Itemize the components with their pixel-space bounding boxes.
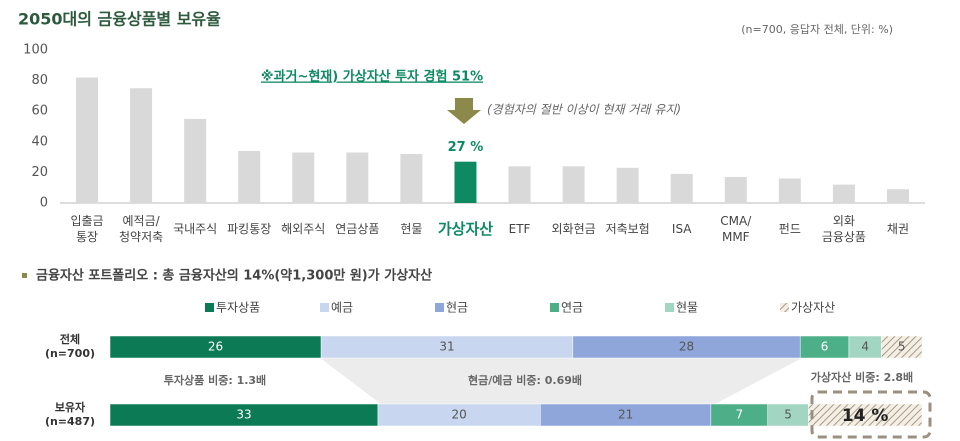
- x-tick-label: 외화현금: [552, 222, 596, 236]
- arrow: [447, 98, 481, 124]
- x-tick-label: 해외주식: [281, 222, 325, 236]
- x-tick-label: 예적금/청약저축: [119, 214, 163, 244]
- value-label: 4: [861, 340, 869, 354]
- legend-swatch: [550, 303, 559, 312]
- value-label: 31: [439, 340, 454, 354]
- annotation: 가상자산 비중: 2.8배: [811, 370, 913, 384]
- legend-swatch: [665, 303, 674, 312]
- value-label: 20: [452, 408, 467, 422]
- bar: [562, 166, 585, 203]
- y-tick-label: 80: [31, 73, 48, 88]
- bar-segment: [881, 335, 923, 359]
- bar: [238, 150, 261, 203]
- legend-swatch: [435, 303, 444, 312]
- value-label: 5: [784, 408, 792, 422]
- legend-label: 예금: [331, 301, 353, 315]
- note: (n=700, 응답자 전체, 단위: %): [741, 23, 893, 36]
- x-tick-label: 연금상품: [335, 222, 379, 236]
- x-tick-label: 입출금 통장: [70, 214, 103, 244]
- legend-swatch: [320, 303, 329, 312]
- value-label: 5: [898, 340, 906, 354]
- bar: [724, 176, 747, 203]
- y-tick-label: 보유자 (n=487): [45, 400, 95, 428]
- legend-label: 연금: [561, 301, 583, 315]
- bar: [508, 166, 531, 203]
- y-tick-label: 60: [31, 104, 48, 119]
- x-tick-label: 외화 금융상품: [822, 214, 866, 244]
- bar: [346, 152, 369, 203]
- bar: [886, 189, 909, 203]
- bar: [130, 88, 153, 203]
- chart-title: 금융자산 포트폴리오 : 총 금융자산의 14%(약1,300만 원)가 가상자…: [36, 268, 432, 284]
- value-label: 6: [821, 340, 829, 354]
- highlight-box: [810, 390, 932, 439]
- value-label: 14 %: [842, 406, 889, 426]
- legend-swatch: [780, 303, 789, 312]
- y-tick-label: 100: [23, 43, 48, 58]
- annotation: 투자상품 비중: 1.3배: [164, 373, 266, 387]
- x-tick-label: CMA/MMF: [720, 214, 752, 244]
- bar: [292, 152, 315, 203]
- y-tick-label: 전체 (n=700): [45, 332, 95, 360]
- bullet: [22, 273, 27, 278]
- x-tick-label: 채권: [887, 222, 909, 236]
- value-label: 27 %: [448, 140, 484, 155]
- bar: [400, 154, 423, 203]
- legend-swatch: [205, 303, 214, 312]
- bar: [454, 161, 477, 203]
- value-label: 33: [236, 408, 251, 422]
- value-label: 26: [208, 340, 223, 354]
- bar: [832, 184, 855, 203]
- x-tick-label: 파킹통장: [227, 222, 271, 236]
- y-tick-label: 0: [40, 196, 48, 211]
- connector: [320, 358, 802, 404]
- x-tick-label: 펀드: [779, 222, 801, 236]
- x-tick-label: 국내주식: [173, 222, 217, 236]
- annotation: (경험자의 절반 이상이 현재 거래 유지): [487, 103, 681, 117]
- bar: [184, 118, 207, 203]
- bar: [76, 77, 99, 203]
- x-tick-label: ETF: [509, 222, 531, 236]
- bar: [778, 178, 801, 203]
- x-tick-label: 저축보험: [606, 222, 650, 236]
- value-label: 21: [618, 408, 633, 422]
- chart-title: 2050대의 금융상품별 보유율: [18, 10, 221, 29]
- legend-label: 투자상품: [216, 301, 260, 315]
- x-tick-label: 가상자산: [438, 220, 493, 238]
- annotation: 현금/예금 비중: 0.69배: [468, 373, 582, 387]
- bar: [670, 173, 693, 203]
- bar-segment: [808, 403, 923, 427]
- x-tick-label: 현물: [400, 222, 422, 236]
- y-tick-label: 20: [31, 165, 48, 180]
- legend-label: 현물: [676, 301, 698, 315]
- value-label: 7: [735, 408, 743, 422]
- x-tick-label: ISA: [672, 222, 692, 236]
- value-label: 28: [679, 340, 694, 354]
- y-tick-label: 40: [31, 134, 48, 149]
- bar: [616, 167, 639, 203]
- legend-label: 현금: [446, 301, 468, 315]
- legend-label: 가상자산: [791, 301, 835, 315]
- annotation: ※과거~현재) 가상자산 투자 경험 51%: [261, 69, 483, 85]
